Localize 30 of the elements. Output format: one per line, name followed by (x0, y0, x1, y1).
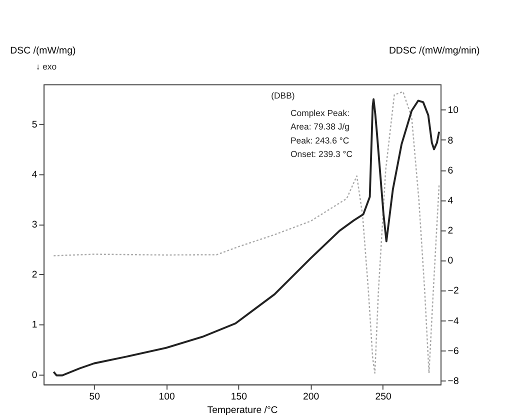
x-tick-label: 200 (303, 391, 320, 402)
annotation: Complex Peak: (290, 108, 350, 118)
x-tick-label: 50 (89, 391, 100, 402)
y-tick-label: 5 (32, 120, 38, 131)
x-tick-label: 100 (158, 391, 175, 402)
y2-tick-label: 10 (448, 105, 459, 116)
x-tick-label: 150 (230, 391, 247, 402)
y2-tick-label: −6 (448, 346, 459, 357)
annotation: Onset: 239.3 °C (290, 148, 352, 159)
text: ↓ exo (36, 62, 57, 72)
y-tick-label: 4 (32, 170, 38, 181)
annotation: Peak: 243.6 °C (290, 135, 350, 146)
y2-tick-label: −4 (448, 316, 460, 327)
x-axis-title: Temperature /°C (207, 404, 278, 416)
x-tick-label: 250 (375, 391, 392, 402)
y2-tick-label: 2 (448, 226, 454, 237)
y-tick-label: 1 (32, 320, 38, 331)
y2-tick-label: 4 (448, 195, 454, 206)
y-tick-label: 3 (32, 220, 38, 231)
y2-tick-label: 0 (448, 256, 454, 267)
annotation: Area: 79.38 J/g (290, 122, 350, 132)
y2-tick-label: 6 (448, 165, 454, 176)
y2-tick-label: −2 (448, 286, 459, 297)
y-tick-label: 2 (32, 270, 38, 281)
y-tick-label: 0 (32, 370, 38, 381)
y2-axis-title: DDSC /(mW/mg/min) (388, 46, 480, 57)
y2-tick-label: −8 (448, 376, 459, 388)
y-axis-title: DSC /(mW/mg) (10, 46, 76, 57)
annotation: (DBB) (271, 90, 295, 101)
y2-tick-label: 8 (448, 135, 454, 146)
